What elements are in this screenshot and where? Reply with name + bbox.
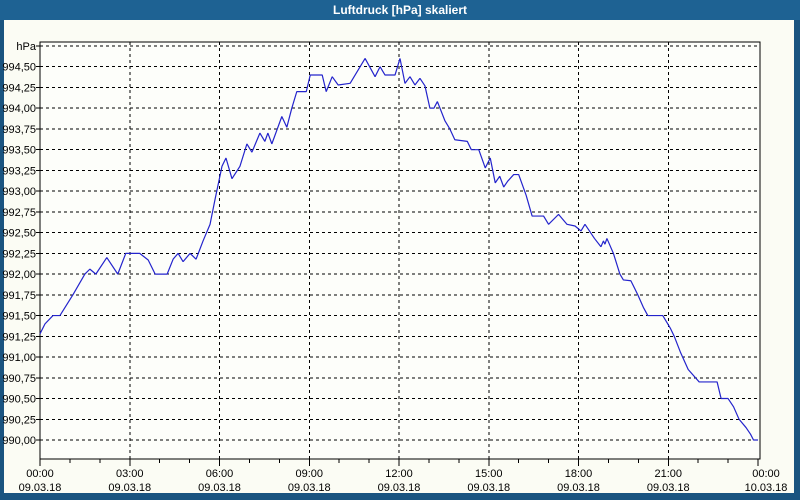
x-tick-time-label: 06:00 xyxy=(206,468,234,480)
y-axis-unit-label: hPa xyxy=(16,41,36,53)
y-tick-label: 994,00 xyxy=(2,103,36,115)
y-tick-label: 994,50 xyxy=(2,62,36,74)
y-tick-label: 994,25 xyxy=(2,82,36,94)
y-tick-label: 992,00 xyxy=(2,269,36,281)
x-tick-date-label: 09.03.18 xyxy=(288,482,331,494)
x-tick-time-label: 00:00 xyxy=(26,468,54,480)
x-tick-date-label: 09.03.18 xyxy=(198,482,241,494)
x-tick-time-label: 18:00 xyxy=(565,468,593,480)
y-tick-label: 991,50 xyxy=(2,311,36,323)
y-tick-label: 993,50 xyxy=(2,145,36,157)
y-tick-label: 991,75 xyxy=(2,290,36,302)
y-tick-label: 993,00 xyxy=(2,186,36,198)
y-tick-label: 992,75 xyxy=(2,207,36,219)
x-tick-date-label: 09.03.18 xyxy=(19,482,62,494)
pressure-line-series xyxy=(39,58,758,441)
x-tick-time-label: 09:00 xyxy=(295,468,323,480)
y-tick-label: 990,00 xyxy=(2,435,36,447)
y-tick-label: 992,50 xyxy=(2,228,36,240)
y-tick-label: 990,75 xyxy=(2,373,36,385)
x-tick-date-label: 09.03.18 xyxy=(557,482,600,494)
x-tick-date-label: 09.03.18 xyxy=(467,482,510,494)
x-tick-time-label: 00:00 xyxy=(752,468,780,480)
x-tick-date-label: 09.03.18 xyxy=(378,482,421,494)
x-tick-time-label: 03:00 xyxy=(116,468,144,480)
y-tick-label: 993,25 xyxy=(2,165,36,177)
title-bar: Luftdruck [hPa] skaliert xyxy=(0,0,800,20)
y-tick-label: 993,75 xyxy=(2,124,36,136)
y-tick-label: 992,25 xyxy=(2,248,36,260)
x-tick-date-label: 10.03.18 xyxy=(745,482,788,494)
x-tick-date-label: 09.03.18 xyxy=(108,482,151,494)
x-tick-time-label: 12:00 xyxy=(385,468,413,480)
plot-area xyxy=(39,41,761,460)
y-tick-label: 990,50 xyxy=(2,394,36,406)
x-tick-date-label: 09.03.18 xyxy=(647,482,690,494)
y-tick-label: 991,25 xyxy=(2,331,36,343)
y-tick-label: 990,25 xyxy=(2,414,36,426)
y-tick-label: 991,00 xyxy=(2,352,36,364)
x-tick-time-label: 21:00 xyxy=(654,468,682,480)
x-tick-time-label: 15:00 xyxy=(475,468,503,480)
window-title: Luftdruck [hPa] skaliert xyxy=(332,3,468,17)
